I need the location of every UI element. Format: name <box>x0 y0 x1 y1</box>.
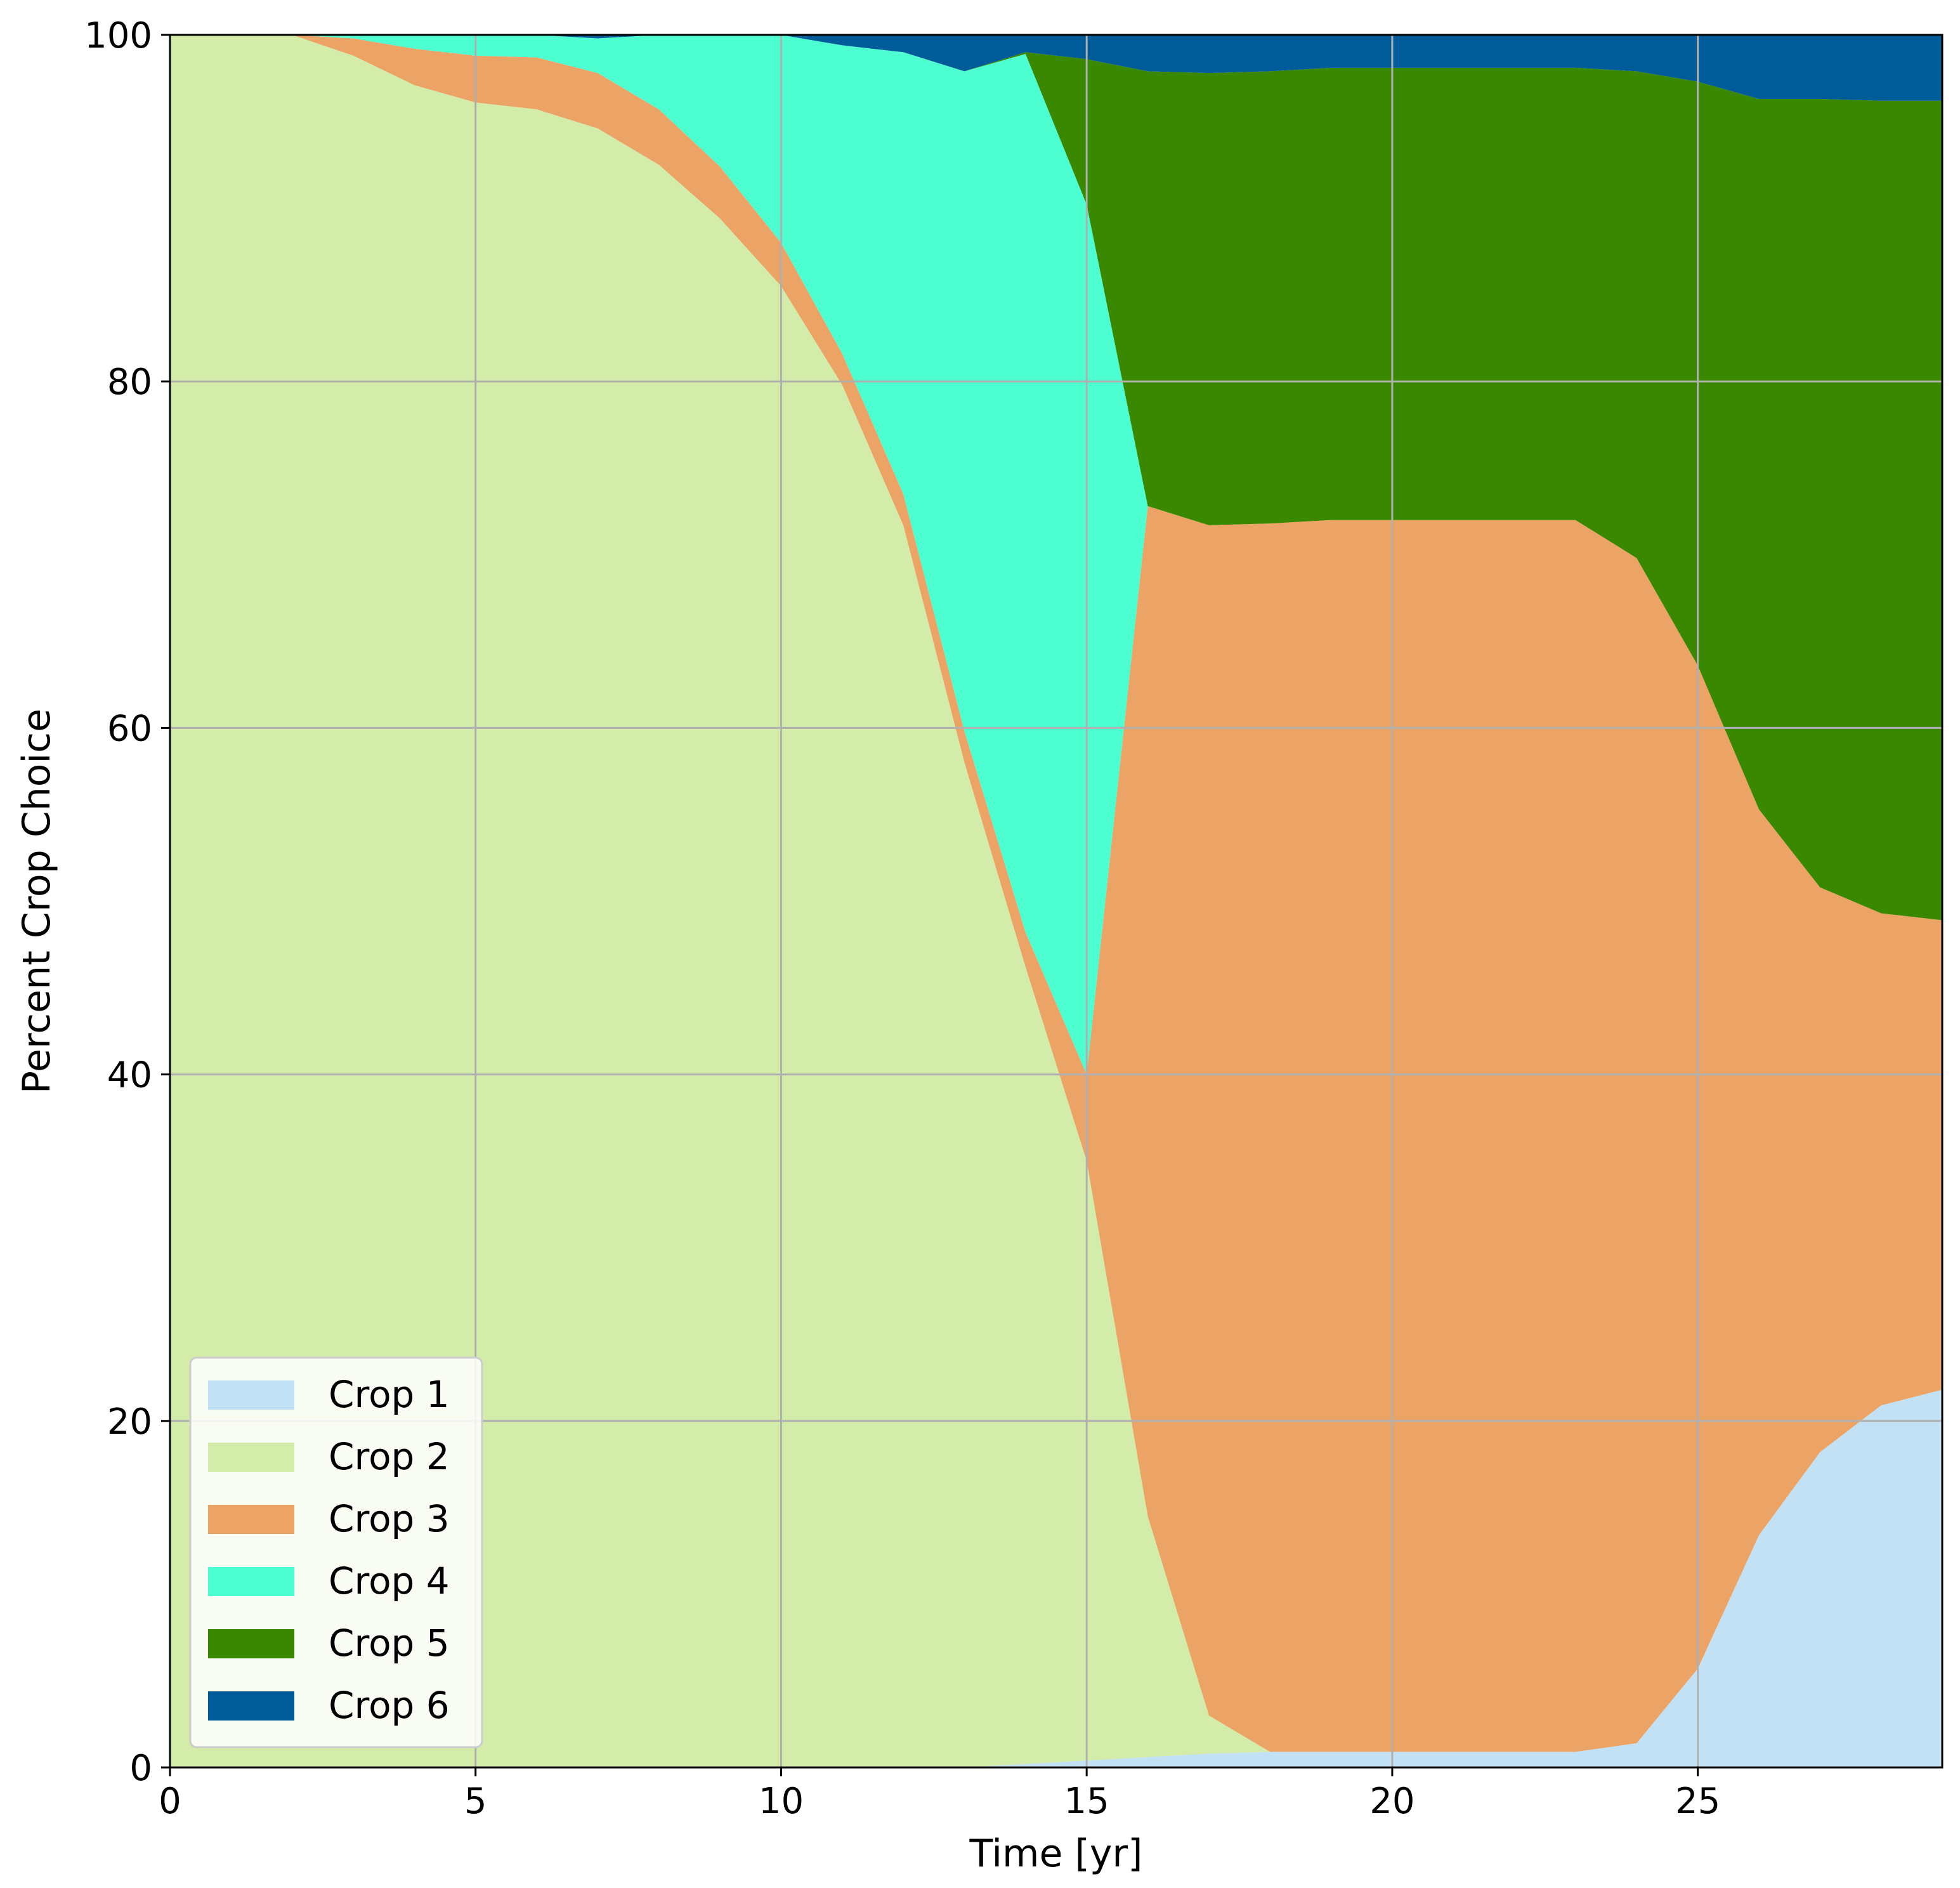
y-tick-label: 20 <box>107 1401 152 1443</box>
legend-swatch-crop-5 <box>208 1629 294 1658</box>
legend-label-crop-6: Crop 6 <box>329 1684 450 1727</box>
area-crop-1 <box>170 1389 1942 1767</box>
y-tick-label: 0 <box>129 1748 152 1789</box>
y-axis-label: Percent Crop Choice <box>15 709 59 1094</box>
legend-label-crop-2: Crop 2 <box>329 1435 450 1478</box>
y-axis: 0 20 40 60 80 100 <box>84 15 170 1789</box>
legend: Crop 1 Crop 2 Crop 3 Crop 4 Crop 5 Crop 6 <box>189 1356 483 1748</box>
y-tick-label: 100 <box>84 15 152 56</box>
legend-label-crop-4: Crop 4 <box>329 1559 450 1603</box>
legend-label-crop-3: Crop 3 <box>329 1497 450 1540</box>
legend-swatch-crop-6 <box>208 1691 294 1721</box>
legend-swatch-crop-4 <box>208 1567 294 1596</box>
area-crop-2 <box>170 35 1942 1767</box>
x-tick-label: 5 <box>464 1781 487 1822</box>
x-axis-label: Time [yr] <box>969 1832 1143 1876</box>
legend-swatch-crop-1 <box>208 1380 294 1410</box>
x-tick-label: 0 <box>159 1781 181 1822</box>
x-tick-label: 20 <box>1369 1781 1414 1822</box>
legend-label-crop-5: Crop 5 <box>329 1622 450 1665</box>
area-crop-6 <box>170 35 1942 101</box>
area-crop-3 <box>170 35 1942 1752</box>
x-tick-label: 10 <box>759 1781 804 1822</box>
plot-frame <box>169 34 1944 1769</box>
y-tick-label: 40 <box>107 1055 152 1096</box>
y-tick-label: 80 <box>107 362 152 403</box>
x-axis: 0 5 10 15 20 25 <box>159 1767 1720 1822</box>
x-tick-label: 15 <box>1064 1781 1109 1822</box>
plot-area <box>170 35 1942 1767</box>
y-tick-label: 60 <box>107 708 152 749</box>
legend-swatch-crop-2 <box>208 1443 294 1472</box>
area-crop-5 <box>170 35 1942 921</box>
x-tick-label: 25 <box>1675 1781 1720 1822</box>
area-crop-4 <box>170 35 1942 1075</box>
legend-swatch-crop-3 <box>208 1505 294 1534</box>
legend-label-crop-1: Crop 1 <box>329 1373 450 1416</box>
